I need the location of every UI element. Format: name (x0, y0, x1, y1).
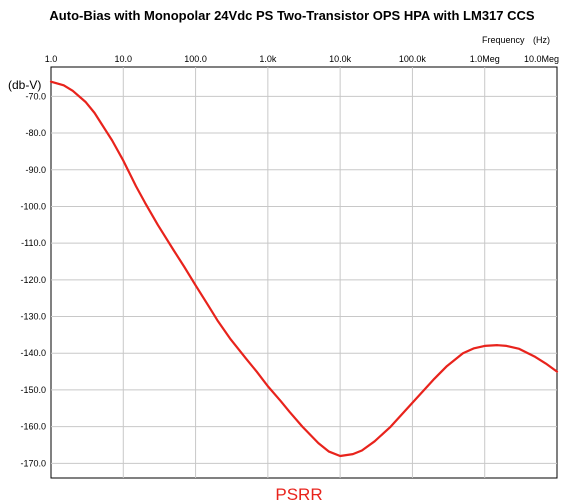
y-tick-label: -170.0 (20, 458, 46, 468)
x-tick-label: 10.0Meg (524, 54, 559, 64)
x-tick-label: 10.0k (329, 54, 352, 64)
x-tick-label: 100.0 (184, 54, 207, 64)
x-tick-label: 1.0k (259, 54, 277, 64)
y-tick-label: -100.0 (20, 201, 46, 211)
y-tick-label: -90.0 (25, 165, 46, 175)
psrr-series-line (49, 80, 559, 458)
y-tick-label: -160.0 (20, 422, 46, 432)
x-axis-unit: (Hz) (533, 35, 550, 45)
y-tick-label: -110.0 (21, 238, 46, 248)
y-tick-label: -70.0 (25, 91, 46, 101)
y-axis-label: (db-V) (8, 78, 41, 92)
x-tick-label: 1.0Meg (470, 54, 500, 64)
series-layer (49, 80, 559, 458)
grid-lines (51, 67, 557, 478)
x-tick-label: 1.0 (45, 54, 58, 64)
y-tick-label: -140.0 (20, 348, 46, 358)
chart-title: Auto-Bias with Monopolar 24Vdc PS Two-Tr… (49, 8, 534, 23)
x-tick-labels: 1.0 10.0 100.0 1.0k 10.0k 100.0k 1.0Meg 10.0Meg (45, 54, 559, 64)
y-tick-label: -150.0 (20, 385, 46, 395)
x-tick-label: 100.0k (399, 54, 427, 64)
y-tick-label: -80.0 (25, 128, 46, 138)
plot-area (50, 66, 558, 479)
chart-caption: PSRR (275, 485, 322, 504)
x-axis-label: Frequency (482, 35, 525, 45)
y-tick-label: -120.0 (20, 275, 46, 285)
x-tick-label: 10.0 (115, 54, 133, 64)
y-tick-label: -130.0 (20, 312, 46, 322)
y-tick-labels: -70.0 -80.0 -90.0 -100.0 -110.0 -120.0 -130.0 -… (20, 91, 46, 468)
